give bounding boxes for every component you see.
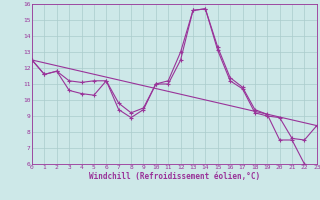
X-axis label: Windchill (Refroidissement éolien,°C): Windchill (Refroidissement éolien,°C) <box>89 172 260 181</box>
